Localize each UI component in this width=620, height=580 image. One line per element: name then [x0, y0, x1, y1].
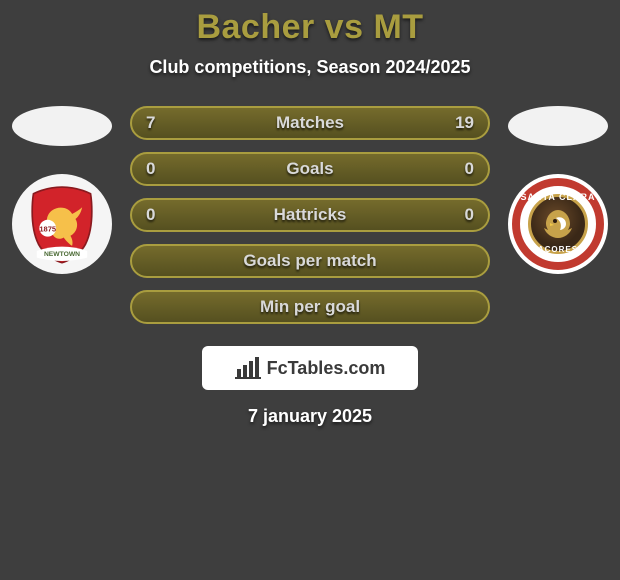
left-team-col: 1875 NEWTOWN	[12, 106, 112, 274]
badge-name-right-bottom: AÇORES	[520, 245, 596, 254]
stat-bars: 7 Matches 19 0 Goals 0 0 Hattricks 0 Goa…	[130, 106, 490, 324]
stat-label: Goals	[286, 159, 333, 179]
stat-bar-hattricks: 0 Hattricks 0	[130, 198, 490, 232]
stat-bar-matches: 7 Matches 19	[130, 106, 490, 140]
subtitle: Club competitions, Season 2024/2025	[0, 57, 620, 78]
stat-bar-goals-per-match: Goals per match	[130, 244, 490, 278]
stat-label: Goals per match	[243, 251, 376, 271]
brand-text: FcTables.com	[267, 358, 386, 379]
stat-left-value: 7	[146, 113, 155, 133]
badge-name-left: NEWTOWN	[44, 251, 80, 258]
shield-icon: 1875 NEWTOWN	[20, 182, 104, 266]
badge-year: 1875	[39, 225, 56, 234]
right-team-badge: SANTA CLARA AÇORES	[508, 174, 608, 274]
stat-label: Min per goal	[260, 297, 360, 317]
bar-chart-icon	[235, 357, 261, 379]
stat-right-value: 0	[465, 205, 474, 225]
stat-label: Hattricks	[274, 205, 347, 225]
left-team-badge: 1875 NEWTOWN	[12, 174, 112, 274]
stat-left-value: 0	[146, 159, 155, 179]
page-title: Bacher vs MT	[0, 8, 620, 47]
stat-label: Matches	[276, 113, 344, 133]
right-team-col: SANTA CLARA AÇORES	[508, 106, 608, 274]
stat-bar-goals: 0 Goals 0	[130, 152, 490, 186]
comparison-row: 1875 NEWTOWN 7 Matches 19 0 Goals 0 0 Ha…	[0, 106, 620, 324]
stat-right-value: 19	[455, 113, 474, 133]
brand-logo: FcTables.com	[202, 346, 418, 390]
left-player-photo	[12, 106, 112, 146]
right-player-photo	[508, 106, 608, 146]
stat-left-value: 0	[146, 205, 155, 225]
stat-bar-min-per-goal: Min per goal	[130, 290, 490, 324]
eagle-icon	[538, 204, 578, 244]
badge-name-right-top: SANTA CLARA	[520, 192, 596, 202]
stat-right-value: 0	[465, 159, 474, 179]
footer-date: 7 january 2025	[0, 406, 620, 427]
